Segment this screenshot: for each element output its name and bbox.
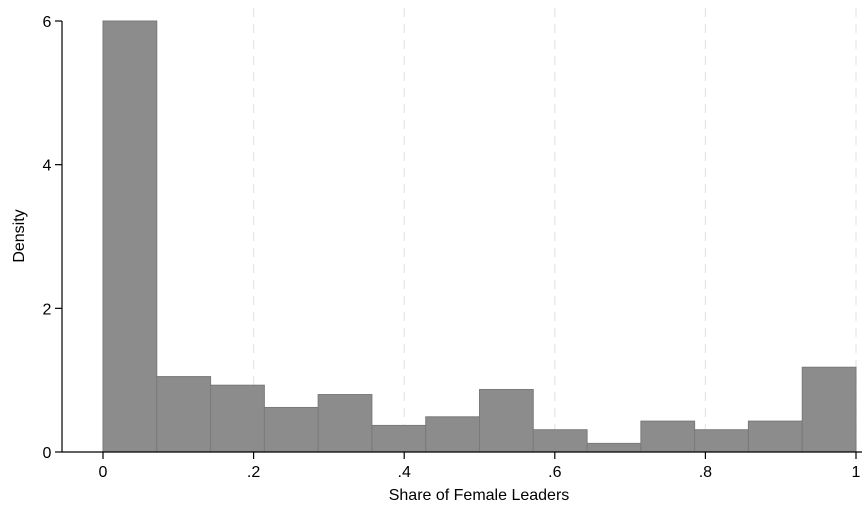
histogram-bar: [102, 20, 158, 453]
histogram-bar: [532, 429, 588, 453]
y-tick-label: 2: [43, 301, 52, 318]
histogram-bar: [747, 420, 803, 453]
histogram-bar: [801, 366, 857, 453]
histogram-bar: [210, 384, 265, 453]
y-tick-label: 4: [43, 158, 52, 175]
x-tick-label: 0: [99, 464, 108, 481]
bars: [102, 20, 857, 453]
x-axis-title: Share of Female Leaders: [389, 487, 570, 504]
y-ticks: 0 2 4 6: [43, 14, 62, 462]
x-tick-label: .2: [247, 464, 260, 481]
histogram-bar: [317, 394, 373, 453]
x-tick-label: .6: [548, 464, 561, 481]
axes: [61, 21, 862, 453]
x-tick-label: .4: [398, 464, 411, 481]
grid-lines: [253, 8, 857, 452]
x-tick-label: 1: [852, 464, 861, 481]
histogram-bar: [479, 389, 534, 453]
y-tick-label: 6: [43, 14, 52, 31]
histogram-bar: [586, 442, 642, 453]
x-tick-label: .8: [699, 464, 712, 481]
y-axis-title: Density: [11, 209, 28, 262]
y-tick-label: 0: [43, 445, 52, 462]
histogram-bar: [640, 420, 696, 453]
histogram-bar: [263, 406, 319, 453]
histogram-bar: [425, 416, 481, 453]
histogram-bar: [156, 376, 212, 453]
histogram-bar: [371, 424, 427, 453]
histogram-bar: [694, 429, 749, 453]
x-ticks: 0 .2 .4 .6 .8 1: [99, 452, 861, 481]
